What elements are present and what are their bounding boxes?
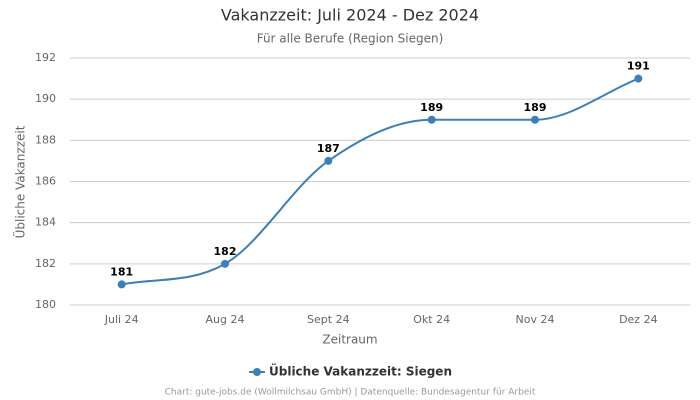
line bbox=[121, 77, 639, 286]
data-label: 191 bbox=[627, 60, 650, 73]
y-tick-label: 188 bbox=[35, 133, 56, 146]
x-tick-label: Dez 24 bbox=[619, 313, 658, 326]
point bbox=[324, 156, 333, 165]
data-label: 182 bbox=[214, 245, 237, 258]
data-label: 189 bbox=[420, 101, 443, 114]
chart-subtitle: Für alle Berufe (Region Siegen) bbox=[257, 32, 444, 46]
x-tick-label: Juli 24 bbox=[104, 313, 139, 326]
legend-label: Übliche Vakanzzeit: Siegen bbox=[269, 364, 452, 379]
data-label: 189 bbox=[524, 101, 547, 114]
y-axis-label: Übliche Vakanzzeit bbox=[12, 125, 28, 238]
y-tick-label: 190 bbox=[35, 92, 56, 105]
y-tick-label: 180 bbox=[35, 298, 56, 311]
x-tick-label: Okt 24 bbox=[413, 313, 450, 326]
data-label: 187 bbox=[317, 142, 340, 155]
credit: Chart: gute-jobs.de (Wollmilchsau GmbH) … bbox=[165, 388, 536, 398]
y-tick-label: 192 bbox=[35, 51, 56, 64]
y-tick-label: 184 bbox=[35, 216, 56, 229]
point bbox=[427, 115, 436, 124]
point bbox=[531, 115, 539, 124]
data-label: 181 bbox=[110, 265, 133, 278]
y-tick-label: 182 bbox=[35, 257, 56, 270]
point bbox=[634, 74, 643, 83]
x-tick-label: Aug 24 bbox=[206, 313, 245, 326]
y-tick-label: 186 bbox=[35, 175, 56, 188]
x-axis-label: Zeitraum bbox=[322, 333, 377, 347]
x-tick-label: Sept 24 bbox=[307, 313, 350, 326]
point bbox=[221, 259, 229, 268]
point bbox=[117, 280, 126, 289]
chart-title: Vakanzzeit: Juli 2024 - Dez 2024 bbox=[221, 6, 479, 25]
x-tick-label: Nov 24 bbox=[516, 313, 555, 326]
legend-marker bbox=[253, 368, 261, 376]
